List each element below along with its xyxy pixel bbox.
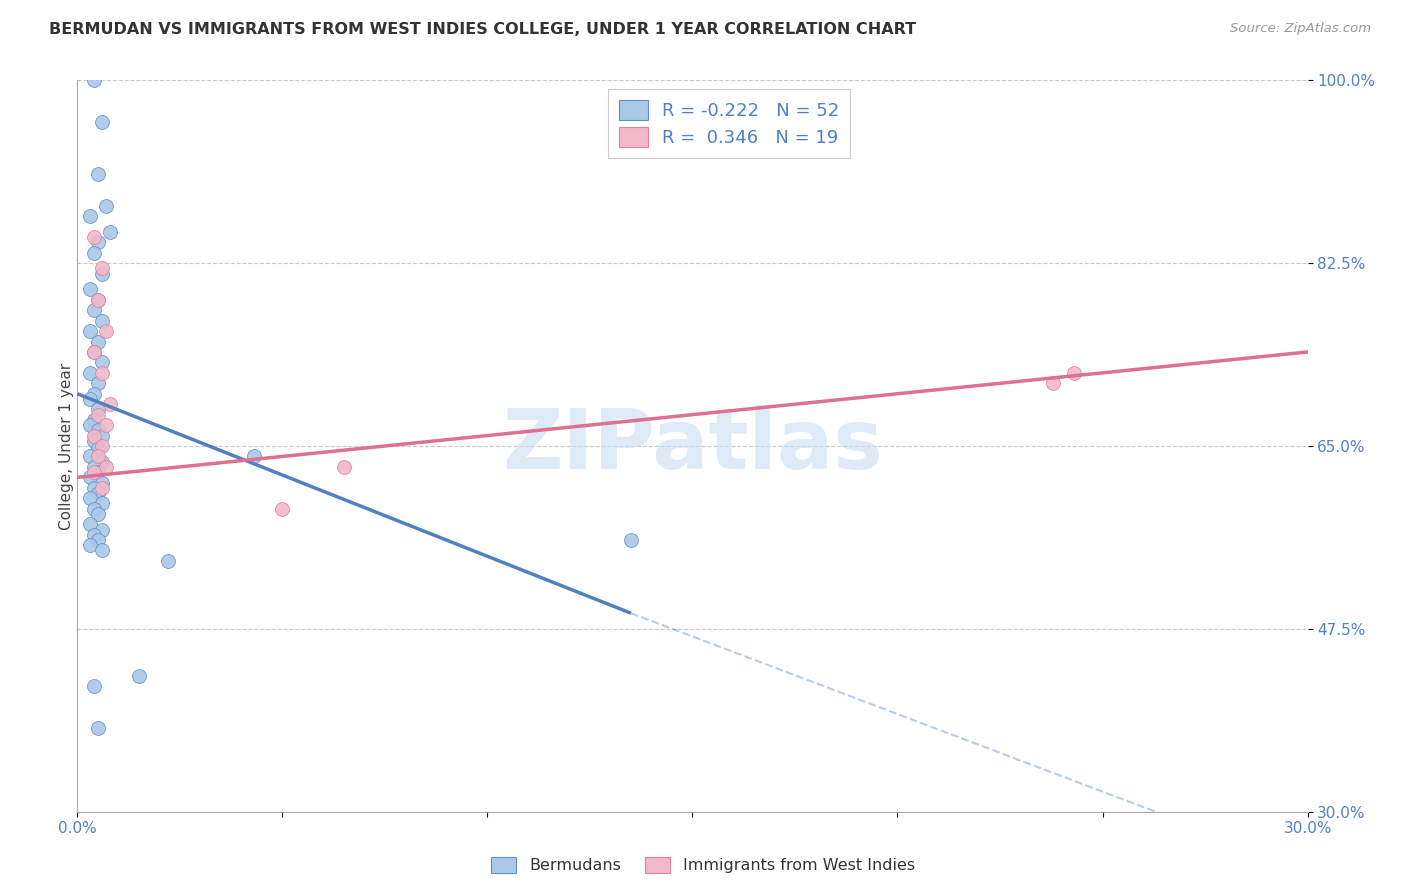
Point — [79, 517, 101, 532]
Point — [87, 450, 110, 464]
Point — [94, 459, 117, 474]
Point — [79, 450, 101, 464]
Point — [83, 386, 105, 401]
Text: Source: ZipAtlas.com: Source: ZipAtlas.com — [1230, 22, 1371, 36]
Text: ZIPatlas: ZIPatlas — [502, 406, 883, 486]
Point — [98, 397, 121, 411]
Point — [87, 293, 110, 307]
Point — [156, 554, 179, 568]
Point — [90, 355, 114, 369]
Point — [79, 324, 101, 338]
Point — [98, 225, 121, 239]
Point — [79, 418, 101, 433]
Point — [90, 267, 114, 281]
Point — [87, 167, 110, 181]
Point — [83, 345, 105, 359]
Point — [87, 423, 110, 437]
Point — [271, 501, 294, 516]
Point — [83, 303, 105, 318]
Point — [87, 465, 110, 479]
Point — [87, 376, 110, 391]
Point — [333, 459, 356, 474]
Point — [90, 439, 114, 453]
Point — [83, 230, 105, 244]
Point — [79, 392, 101, 406]
Point — [90, 455, 114, 469]
Point — [83, 413, 105, 427]
Point — [90, 475, 114, 490]
Point — [90, 543, 114, 558]
Point — [87, 533, 110, 547]
Point — [94, 418, 117, 433]
Point — [87, 441, 110, 455]
Point — [83, 679, 105, 693]
Point — [90, 481, 114, 495]
Point — [87, 334, 110, 349]
Point — [87, 235, 110, 250]
Point — [87, 721, 110, 735]
Text: BERMUDAN VS IMMIGRANTS FROM WEST INDIES COLLEGE, UNDER 1 YEAR CORRELATION CHART: BERMUDAN VS IMMIGRANTS FROM WEST INDIES … — [49, 22, 917, 37]
Point — [620, 533, 643, 547]
Y-axis label: College, Under 1 year: College, Under 1 year — [59, 362, 73, 530]
Point — [90, 428, 114, 442]
Point — [90, 366, 114, 380]
Point — [83, 428, 105, 442]
Point — [83, 345, 105, 359]
Point — [83, 481, 105, 495]
Point — [79, 491, 101, 506]
Point — [83, 528, 105, 542]
Point — [242, 450, 264, 464]
Point — [94, 324, 117, 338]
Point — [83, 73, 105, 87]
Point — [83, 501, 105, 516]
Point — [79, 538, 101, 552]
Point — [1063, 366, 1085, 380]
Point — [83, 434, 105, 448]
Point — [1042, 376, 1064, 391]
Point — [94, 199, 117, 213]
Point — [90, 115, 114, 129]
Point — [83, 465, 105, 479]
Point — [90, 496, 114, 510]
Point — [87, 408, 110, 422]
Point — [87, 486, 110, 500]
Legend: Bermudans, Immigrants from West Indies: Bermudans, Immigrants from West Indies — [484, 850, 922, 880]
Point — [83, 245, 105, 260]
Point — [90, 313, 114, 327]
Point — [87, 402, 110, 417]
Point — [90, 261, 114, 276]
Point — [87, 293, 110, 307]
Point — [83, 459, 105, 474]
Point — [128, 669, 150, 683]
Point — [79, 282, 101, 296]
Point — [90, 523, 114, 537]
Point — [79, 209, 101, 223]
Point — [87, 507, 110, 521]
Point — [79, 470, 101, 484]
Legend: R = -0.222   N = 52, R =  0.346   N = 19: R = -0.222 N = 52, R = 0.346 N = 19 — [609, 89, 851, 158]
Point — [79, 366, 101, 380]
